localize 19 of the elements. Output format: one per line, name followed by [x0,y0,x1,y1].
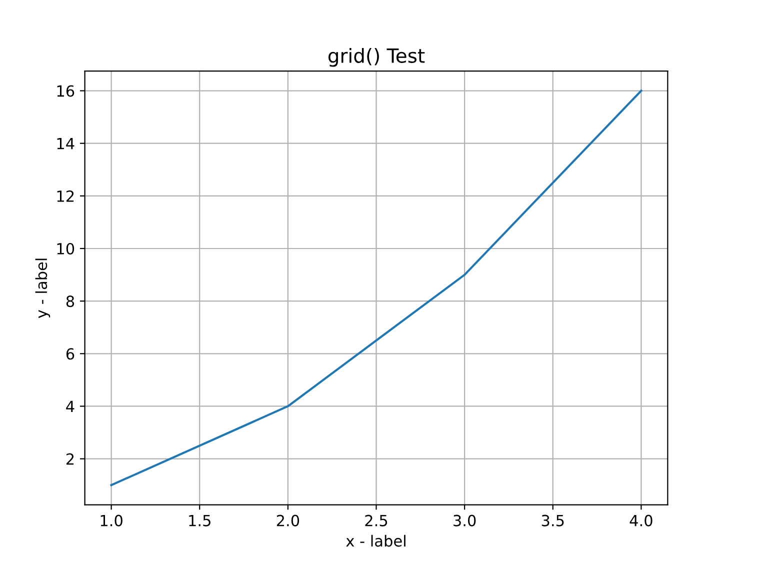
y-tick-label: 4 [66,400,74,412]
x-tick-label: 3.5 [542,514,564,526]
y-axis-title: y - label [35,258,50,318]
y-tick-label: 14 [57,138,74,150]
y-tick-label: 10 [57,242,74,255]
x-tick-label: 2.5 [365,514,388,526]
x-tick-label: 1.0 [100,514,122,526]
x-axis-title: x - label [346,534,406,547]
y-tick-label: 6 [66,348,74,360]
x-tick-label: 2.0 [276,514,300,526]
chart-title: grid() Test [328,48,425,67]
x-tick-label: 4.0 [630,514,652,526]
x-tick-label: 1.5 [189,515,210,526]
line-series [110,90,642,486]
x-tick-label: 3.0 [454,514,476,526]
y-tick-label: 12 [57,190,74,202]
y-tick-label: 2 [66,453,74,465]
y-tick-label: 16 [57,85,74,97]
y-tick-label: 8 [66,296,74,308]
